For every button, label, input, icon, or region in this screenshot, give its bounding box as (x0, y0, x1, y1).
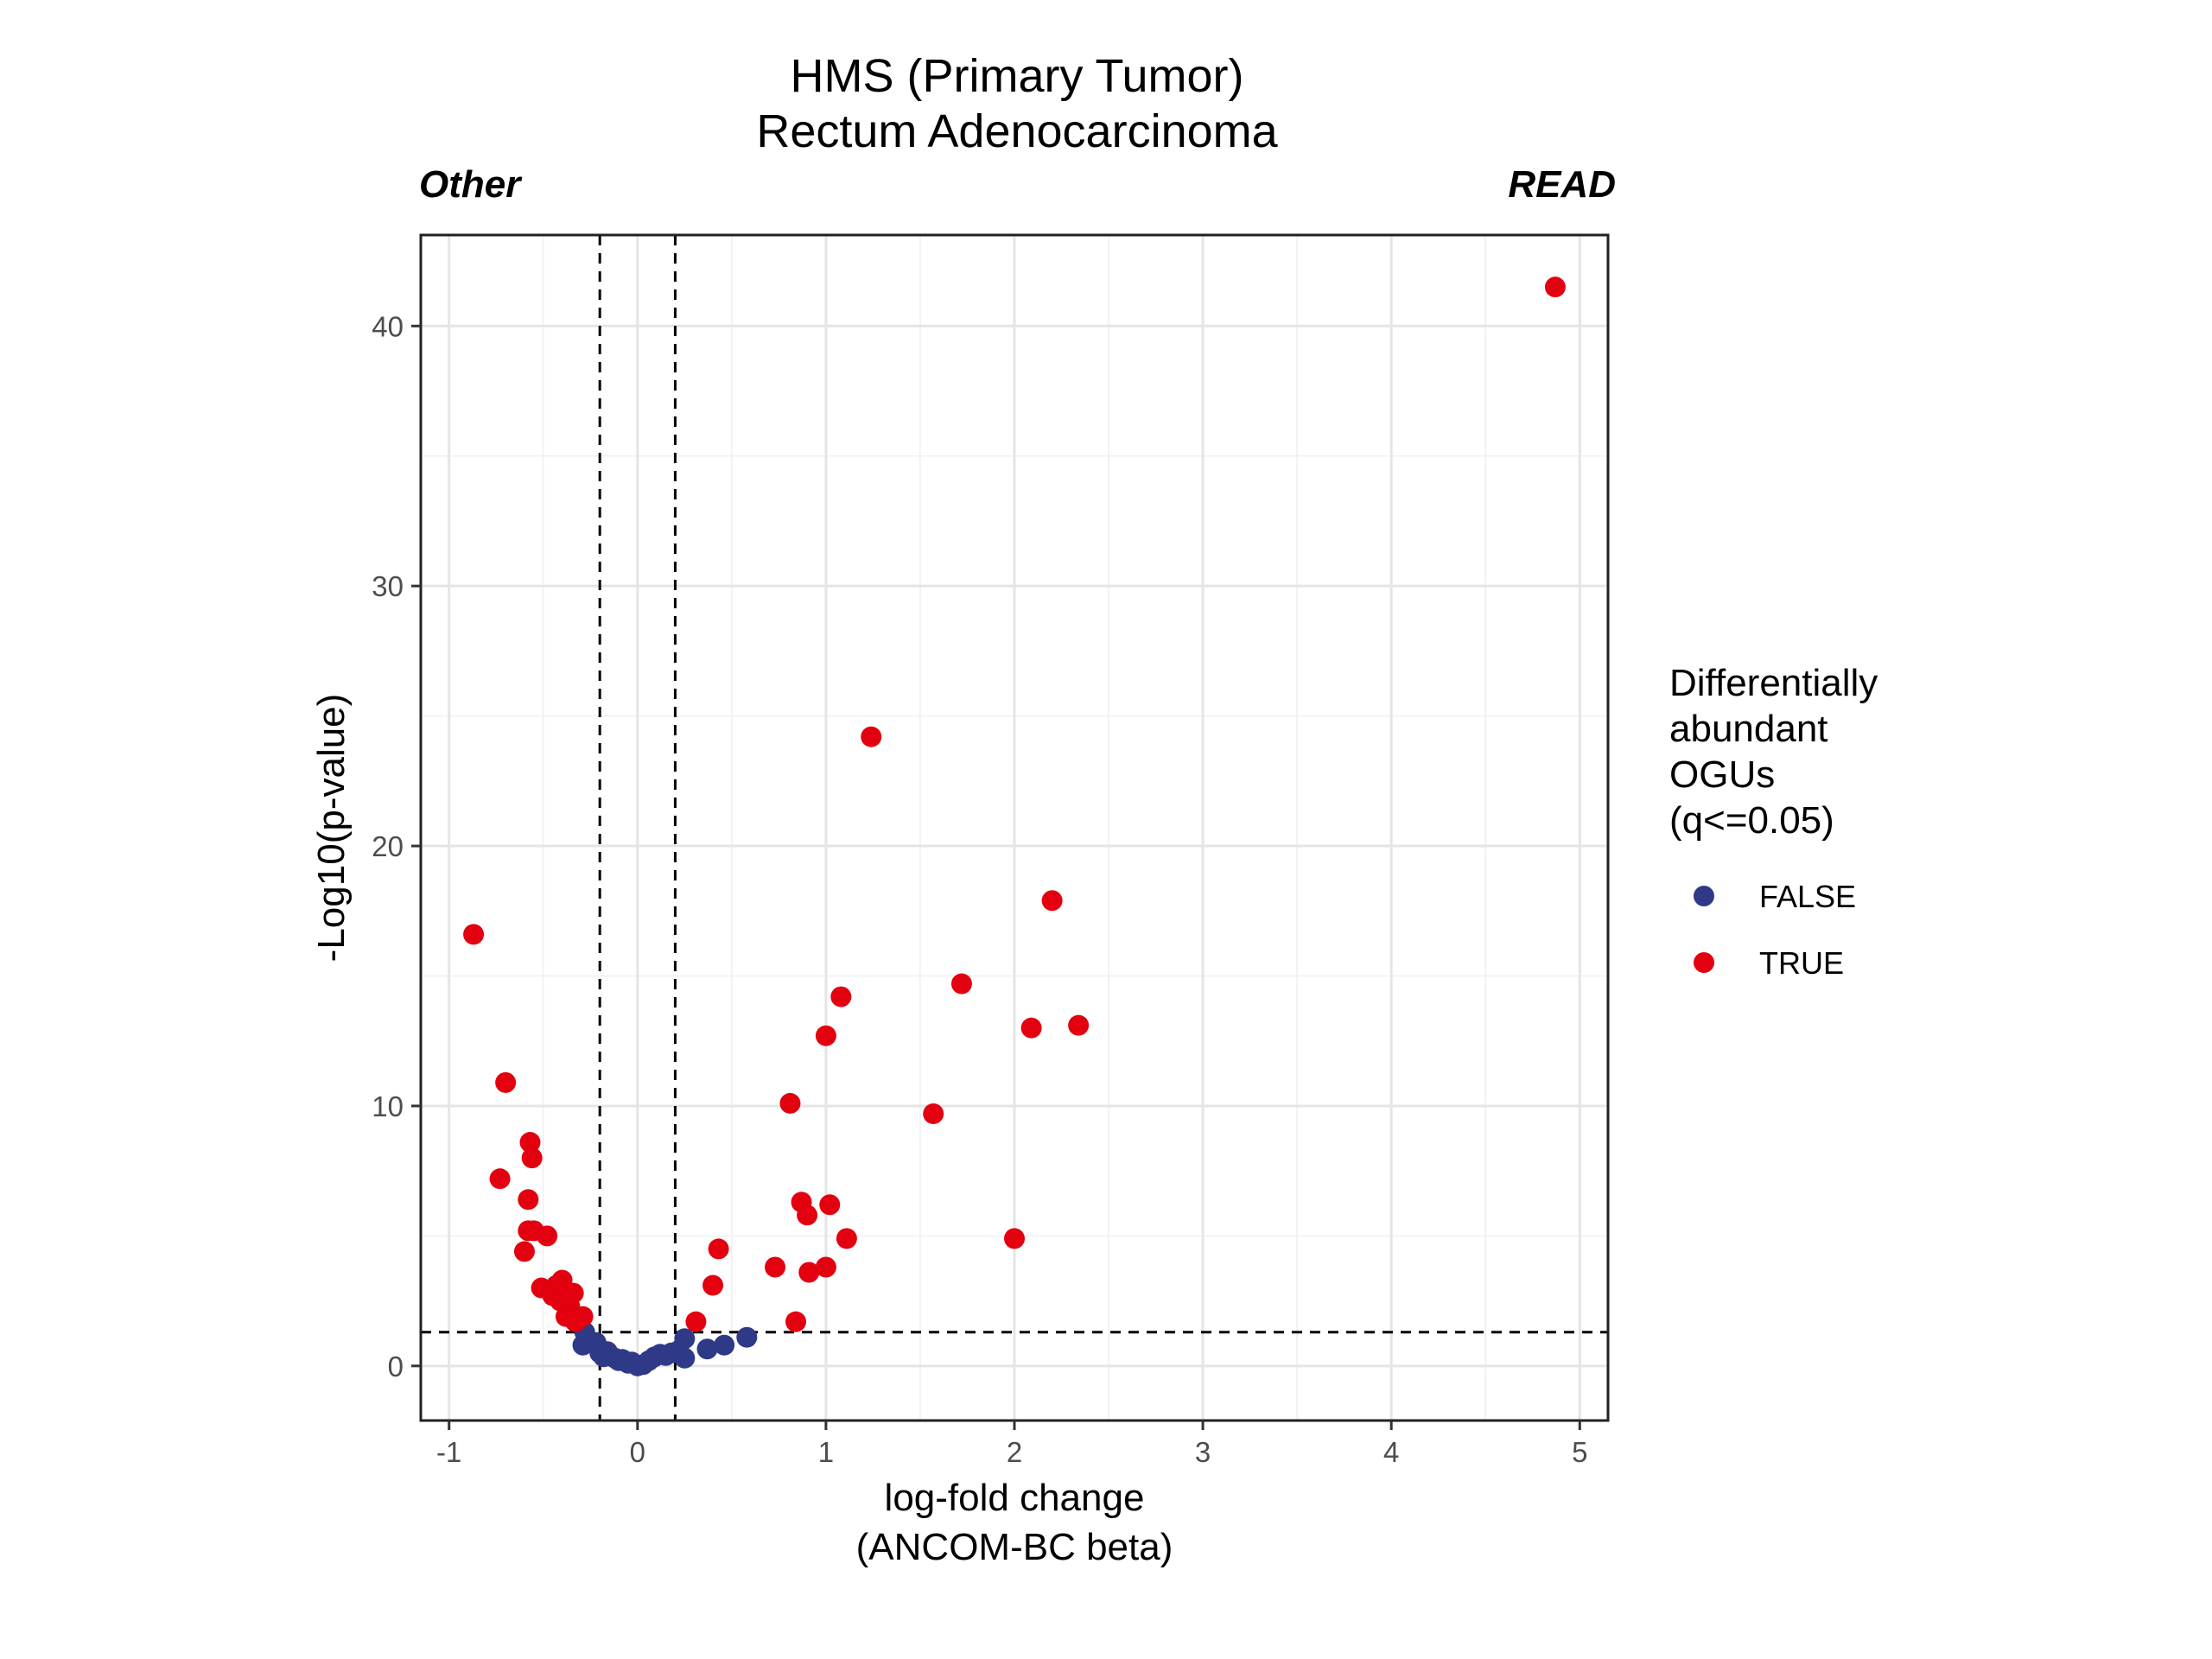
series-true (463, 276, 1566, 1332)
legend-title-line-1: Differentially (1669, 662, 1878, 704)
legend-title-line-3: OGUs (1669, 753, 1775, 796)
y-tick-label: 0 (388, 1351, 404, 1382)
threshold-lines (421, 235, 1608, 1421)
legend-key-true (1694, 952, 1714, 973)
y-axis-title: -Log10(p-value) (310, 694, 353, 963)
data-point (518, 1189, 539, 1211)
data-point (1041, 890, 1063, 912)
data-point (519, 1132, 541, 1154)
data-point (785, 1311, 807, 1332)
data-point (779, 1092, 801, 1114)
data-point (521, 1147, 543, 1169)
series-false (572, 1321, 758, 1376)
data-point (1068, 1014, 1090, 1036)
data-point (685, 1311, 707, 1332)
grid-layer (421, 235, 1608, 1421)
data-point (537, 1225, 558, 1247)
left-group-label: Other (419, 163, 523, 206)
data-point (495, 1071, 517, 1093)
data-point (736, 1326, 758, 1348)
data-point (489, 1168, 511, 1190)
data-point (674, 1328, 696, 1350)
legend: Differentially abundant OGUs (q<=0.05) F… (1669, 662, 1878, 981)
data-point (797, 1205, 818, 1226)
data-point (815, 1256, 836, 1278)
x-tick-label: 0 (630, 1436, 645, 1468)
data-point (513, 1241, 535, 1262)
right-group-label: READ (1508, 163, 1616, 206)
data-point (798, 1262, 820, 1283)
data-point (819, 1194, 841, 1216)
x-tick-label: 5 (1572, 1436, 1587, 1468)
data-point (463, 924, 485, 945)
data-point (714, 1334, 735, 1356)
legend-key-false (1694, 886, 1714, 906)
y-tick-label: 40 (372, 310, 404, 342)
x-tick-label: 3 (1195, 1436, 1211, 1468)
data-point (702, 1274, 724, 1296)
x-axis-subtitle: (ANCOM-BC beta) (856, 1526, 1173, 1568)
data-point (1544, 276, 1566, 298)
data-point (1004, 1228, 1025, 1249)
data-point (923, 1103, 944, 1124)
data-point (674, 1347, 696, 1369)
data-point (708, 1238, 729, 1260)
data-point (815, 1025, 836, 1046)
y-tick-label: 20 (372, 830, 404, 862)
data-point (950, 973, 972, 995)
y-axis: 0 10 20 30 40 (372, 310, 421, 1382)
data-point (836, 1228, 857, 1249)
data-point (861, 726, 882, 747)
legend-label-false: FALSE (1759, 879, 1856, 914)
x-tick-label: 1 (818, 1436, 834, 1468)
chart-subtitle: Rectum Adenocarcinoma (756, 105, 1278, 157)
data-point (696, 1338, 718, 1360)
x-tick-label: -1 (436, 1436, 461, 1468)
legend-title-line-2: abundant (1669, 708, 1828, 750)
legend-title-line-4: (q<=0.05) (1669, 799, 1834, 842)
chart-title: HMS (Primary Tumor) (791, 50, 1244, 102)
data-point (830, 986, 852, 1007)
points-layer (463, 276, 1566, 1376)
data-point (564, 1311, 586, 1332)
legend-label-true: TRUE (1759, 945, 1844, 981)
y-tick-label: 10 (372, 1090, 404, 1122)
x-axis: -1 0 1 2 3 4 5 (436, 1421, 1587, 1468)
x-tick-label: 4 (1383, 1436, 1399, 1468)
x-tick-label: 2 (1007, 1436, 1022, 1468)
x-axis-title: log-fold change (885, 1477, 1145, 1519)
y-tick-label: 30 (372, 570, 404, 602)
data-point (765, 1256, 786, 1278)
data-point (1020, 1017, 1042, 1039)
